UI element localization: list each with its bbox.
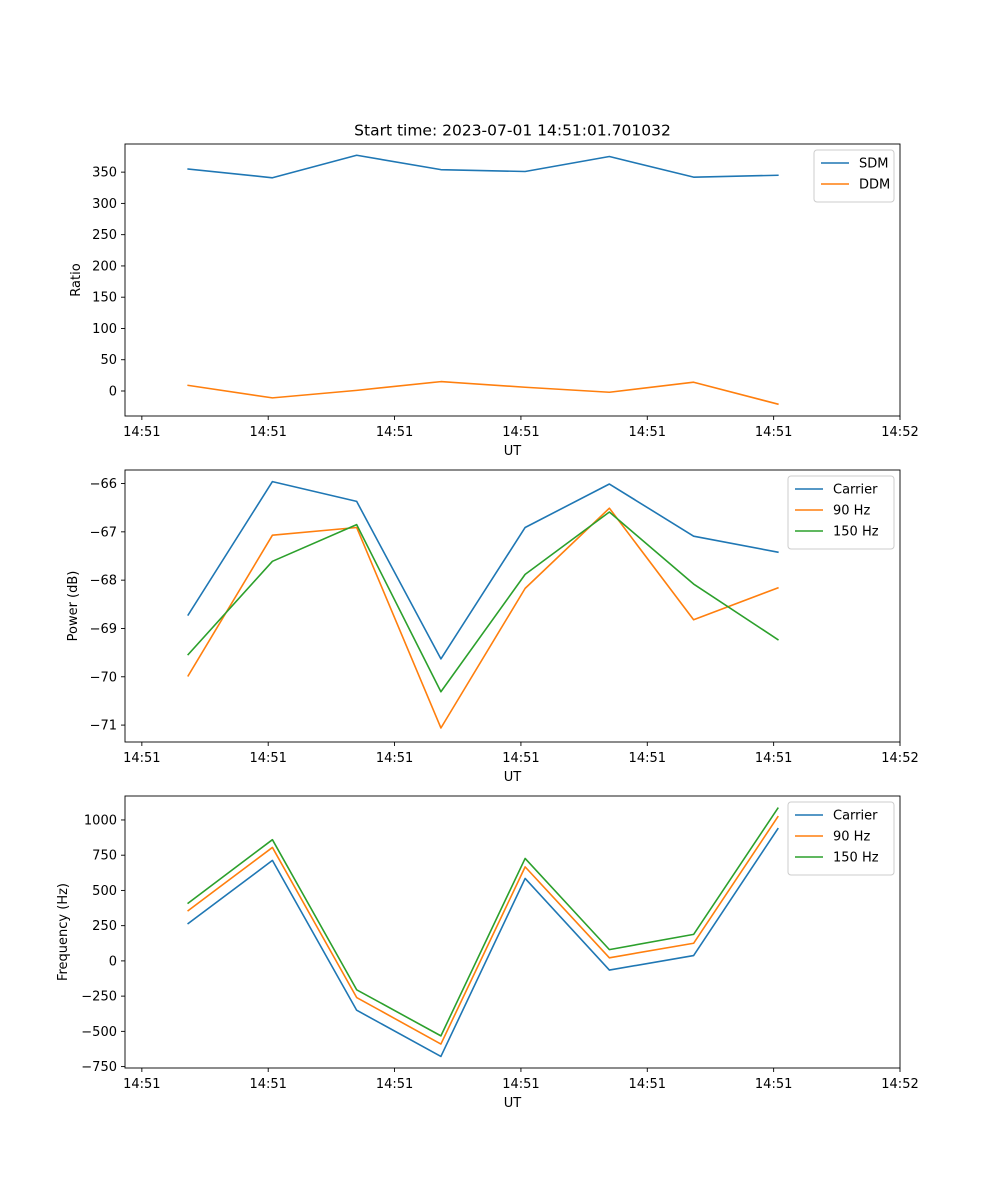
x-axis-label: UT xyxy=(504,1096,522,1111)
y-tick-label: 350 xyxy=(92,166,117,181)
frequency-panel: 14:51 14:51 14:51 14:51 14:51 14:51 14:52 −750 −… xyxy=(56,795,919,1111)
x-tick-label: 14:51 xyxy=(629,751,666,766)
legend-label: 150 Hz xyxy=(833,851,879,866)
x-tick-label: 14:51 xyxy=(755,751,792,766)
series-line-sdm xyxy=(187,154,779,179)
legend-label: Carrier xyxy=(833,483,878,498)
y-tick-label: 0 xyxy=(109,384,117,399)
y-tick-label: −70 xyxy=(90,670,117,685)
x-tick-label: 14:51 xyxy=(123,751,160,766)
y-tick-label: 250 xyxy=(92,919,117,934)
x-tick-label: 14:51 xyxy=(502,1077,539,1092)
y-tick-label: 1000 xyxy=(84,813,117,828)
y-tick-label: −71 xyxy=(90,719,117,734)
series-line-carrier xyxy=(187,480,779,660)
legend-label: SDM xyxy=(859,157,888,172)
legend-label: 90 Hz xyxy=(833,504,870,519)
ratio-panel: 14:51 14:51 14:51 14:51 14:51 14:51 14:52 0 50 10… xyxy=(69,143,919,459)
x-axis-label: UT xyxy=(504,444,522,459)
y-tick-label: 500 xyxy=(92,884,117,899)
y-axis-label: Frequency (Hz) xyxy=(56,883,71,981)
y-tick-label: −500 xyxy=(81,1025,117,1040)
y-tick-label: −250 xyxy=(81,990,117,1005)
y-tick-label: −69 xyxy=(90,622,117,637)
y-tick-label: 150 xyxy=(92,291,117,306)
y-axis-label: Ratio xyxy=(69,263,84,296)
series-line-90-hz xyxy=(187,815,779,1045)
x-tick-label: 14:51 xyxy=(502,425,539,440)
y-tick-label: −68 xyxy=(90,574,117,589)
x-tick-label: 14:51 xyxy=(629,425,666,440)
x-tick-label: 14:51 xyxy=(123,1077,160,1092)
legend-label: 90 Hz xyxy=(833,830,870,845)
y-tick-label: −750 xyxy=(81,1060,117,1075)
x-tick-label: 14:51 xyxy=(123,425,160,440)
x-tick-label: 14:52 xyxy=(881,1077,918,1092)
legend-label: Carrier xyxy=(833,809,878,824)
series-line-150-hz xyxy=(187,511,779,693)
power-panel: 14:51 14:51 14:51 14:51 14:51 14:51 14:52 −71 −7… xyxy=(66,469,919,785)
axes-frame xyxy=(124,143,901,417)
y-tick-label: −66 xyxy=(90,477,117,492)
series-line-150-hz xyxy=(187,807,779,1037)
y-tick-label: 300 xyxy=(92,197,117,212)
x-tick-label: 14:51 xyxy=(629,1077,666,1092)
y-tick-label: 100 xyxy=(92,322,117,337)
axes-frame xyxy=(124,795,901,1069)
x-axis-label: UT xyxy=(504,770,522,785)
x-tick-label: 14:52 xyxy=(881,751,918,766)
x-tick-label: 14:51 xyxy=(376,1077,413,1092)
y-tick-label: 200 xyxy=(92,259,117,274)
series-line-carrier xyxy=(187,827,779,1058)
y-tick-label: 250 xyxy=(92,228,117,243)
series-line-90-hz xyxy=(187,507,779,729)
legend-label: DDM xyxy=(859,178,890,193)
x-tick-label: 14:51 xyxy=(755,425,792,440)
x-tick-label: 14:51 xyxy=(249,425,286,440)
y-tick-label: 750 xyxy=(92,849,117,864)
x-tick-label: 14:51 xyxy=(755,1077,792,1092)
series-line-ddm xyxy=(187,380,779,406)
x-tick-label: 14:51 xyxy=(376,425,413,440)
legend-label: 150 Hz xyxy=(833,525,879,540)
x-tick-label: 14:51 xyxy=(502,751,539,766)
y-axis-label: Power (dB) xyxy=(66,571,81,642)
axes-frame xyxy=(124,469,901,743)
x-tick-label: 14:51 xyxy=(249,751,286,766)
y-tick-label: −67 xyxy=(90,525,117,540)
x-tick-label: 14:51 xyxy=(249,1077,286,1092)
x-tick-label: 14:52 xyxy=(881,425,918,440)
x-tick-label: 14:51 xyxy=(376,751,413,766)
y-tick-label: 0 xyxy=(109,954,117,969)
chart-title: Start time: 2023-07-01 14:51:01.701032 xyxy=(354,122,671,140)
y-tick-label: 50 xyxy=(100,353,117,368)
